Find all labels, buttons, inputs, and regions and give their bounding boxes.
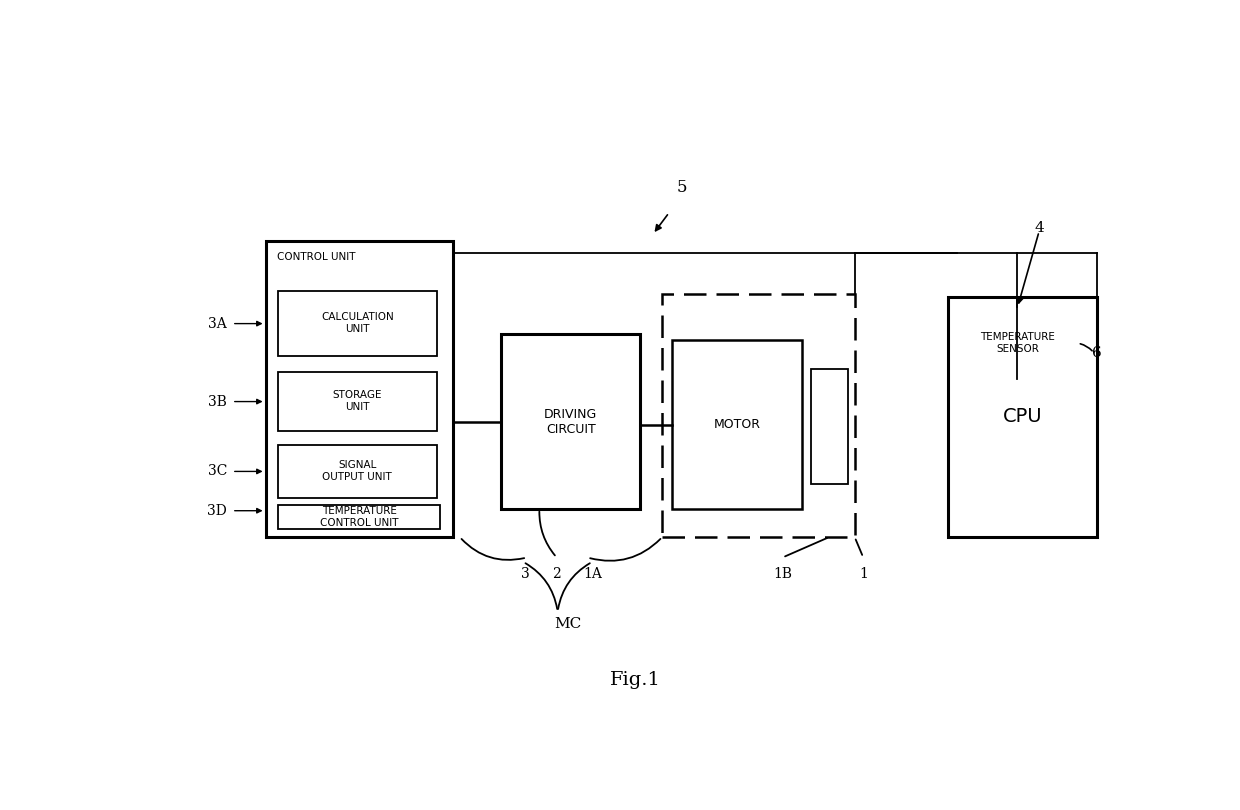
Bar xyxy=(957,307,1078,379)
Text: CPU: CPU xyxy=(1002,407,1042,426)
Text: MC: MC xyxy=(554,617,582,631)
Bar xyxy=(278,445,436,497)
Text: MOTOR: MOTOR xyxy=(713,418,760,431)
Text: 1A: 1A xyxy=(583,567,601,582)
Text: 5: 5 xyxy=(676,179,687,196)
Text: 2: 2 xyxy=(552,567,560,582)
Text: 1B: 1B xyxy=(773,567,792,582)
Bar xyxy=(811,369,848,484)
Text: 3B: 3B xyxy=(208,394,227,408)
Text: 3A: 3A xyxy=(208,317,227,330)
Bar xyxy=(501,335,640,509)
Text: 3C: 3C xyxy=(207,464,227,479)
Bar xyxy=(278,291,436,356)
Text: 3: 3 xyxy=(521,567,529,582)
Text: SIGNAL
OUTPUT UNIT: SIGNAL OUTPUT UNIT xyxy=(322,460,392,482)
Text: CALCULATION
UNIT: CALCULATION UNIT xyxy=(321,313,393,334)
Text: CONTROL UNIT: CONTROL UNIT xyxy=(277,252,356,262)
Text: Fig.1: Fig.1 xyxy=(610,671,661,689)
Bar xyxy=(278,372,436,431)
Text: 4: 4 xyxy=(1034,221,1044,235)
Text: 3D: 3D xyxy=(207,504,227,518)
Bar xyxy=(947,296,1096,537)
Text: DRIVING
CIRCUIT: DRIVING CIRCUIT xyxy=(544,407,598,436)
Text: STORAGE
UNIT: STORAGE UNIT xyxy=(332,390,382,412)
Text: TEMPERATURE
SENSOR: TEMPERATURE SENSOR xyxy=(980,332,1055,354)
Text: 6: 6 xyxy=(1092,346,1101,360)
Bar xyxy=(265,241,453,537)
Text: 1: 1 xyxy=(859,567,869,582)
Bar xyxy=(278,505,440,530)
Bar xyxy=(662,294,854,537)
Text: TEMPERATURE
CONTROL UNIT: TEMPERATURE CONTROL UNIT xyxy=(320,506,398,528)
Bar xyxy=(672,340,802,509)
